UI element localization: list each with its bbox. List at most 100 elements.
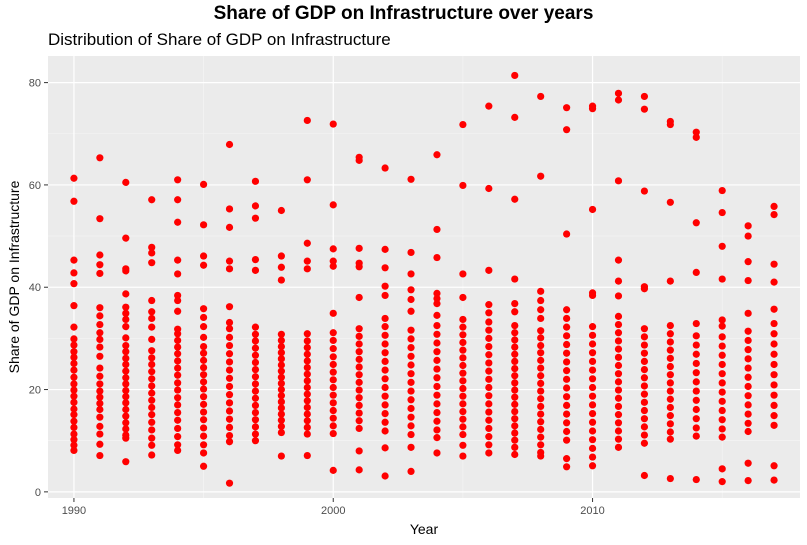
data-point	[459, 270, 467, 278]
data-point	[640, 406, 649, 415]
data-point	[148, 451, 156, 459]
data-point	[692, 133, 700, 141]
data-point	[770, 476, 778, 484]
data-point	[692, 128, 700, 136]
data-point	[770, 210, 778, 219]
data-point	[692, 432, 700, 440]
data-point	[744, 427, 752, 436]
data-point	[96, 440, 104, 448]
data-point	[563, 410, 571, 418]
data-point	[277, 398, 285, 406]
data-point	[511, 415, 519, 423]
data-point	[614, 378, 623, 386]
data-point	[381, 401, 389, 409]
data-point	[770, 371, 778, 379]
data-point	[122, 399, 130, 407]
data-point	[355, 417, 363, 425]
data-point	[537, 314, 545, 323]
data-point	[692, 387, 700, 395]
data-point	[640, 439, 649, 447]
data-point	[485, 424, 493, 433]
data-point	[96, 261, 104, 269]
chart-subtitle: Distribution of Share of GDP on Infrastr…	[48, 30, 391, 49]
data-point	[96, 413, 104, 421]
data-point	[537, 364, 545, 372]
data-point	[744, 419, 752, 427]
data-point	[148, 368, 156, 376]
data-point	[614, 435, 623, 443]
data-point	[381, 340, 389, 348]
data-point	[770, 278, 778, 286]
data-point	[511, 443, 519, 451]
data-point	[303, 430, 311, 438]
data-point	[588, 340, 597, 348]
data-point	[381, 331, 389, 339]
data-point	[537, 287, 545, 295]
data-point	[122, 178, 130, 186]
data-point	[433, 289, 441, 297]
data-point	[407, 307, 415, 315]
data-point	[718, 342, 726, 350]
data-point	[407, 295, 415, 304]
data-point	[303, 423, 311, 432]
data-point	[199, 416, 208, 424]
data-point	[537, 433, 545, 441]
data-point	[199, 449, 208, 457]
data-point	[485, 383, 493, 392]
data-point	[70, 197, 78, 205]
data-point	[485, 400, 493, 408]
chart-title: Share of GDP on Infrastructure over year…	[213, 3, 594, 24]
data-point	[407, 387, 415, 395]
data-point	[407, 430, 415, 439]
data-point	[96, 320, 104, 329]
data-point	[381, 357, 389, 366]
data-point	[199, 333, 208, 341]
data-point	[640, 333, 649, 341]
data-point	[433, 253, 441, 262]
data-point	[744, 401, 752, 409]
y-tick-label: 60	[29, 180, 41, 192]
data-point	[70, 280, 78, 288]
data-point	[666, 354, 674, 362]
data-point	[381, 392, 389, 400]
data-point	[329, 360, 337, 369]
data-point	[588, 357, 597, 366]
data-point	[563, 104, 571, 112]
data-point	[303, 451, 311, 460]
y-tick-label: 80	[29, 78, 41, 90]
data-points	[70, 71, 778, 487]
data-point	[122, 341, 130, 350]
data-point	[511, 450, 519, 459]
data-point	[407, 286, 415, 294]
data-point	[355, 355, 363, 363]
data-point	[70, 386, 78, 394]
data-point	[277, 452, 285, 460]
data-point	[511, 321, 519, 330]
axes: 1990 2000 2010 0 20 40 60 80	[29, 78, 605, 517]
data-point	[433, 449, 441, 457]
data-point	[303, 337, 311, 345]
data-point	[640, 431, 649, 439]
data-point	[251, 337, 260, 345]
data-point	[485, 433, 493, 441]
data-point	[563, 358, 571, 366]
data-point	[303, 343, 311, 352]
data-point	[666, 379, 674, 387]
data-point	[148, 323, 156, 331]
data-point	[174, 433, 182, 441]
data-point	[718, 242, 726, 250]
data-point	[666, 362, 674, 371]
data-point	[199, 432, 208, 440]
data-point	[614, 370, 623, 378]
data-point	[485, 266, 493, 274]
data-point	[199, 363, 208, 372]
data-point	[718, 388, 726, 396]
data-point	[407, 396, 415, 404]
data-point	[70, 417, 78, 425]
data-point	[433, 311, 441, 319]
data-point	[666, 474, 674, 483]
data-point	[96, 372, 104, 380]
data-point	[614, 312, 623, 320]
data-point	[459, 441, 467, 449]
data-point	[303, 257, 311, 265]
